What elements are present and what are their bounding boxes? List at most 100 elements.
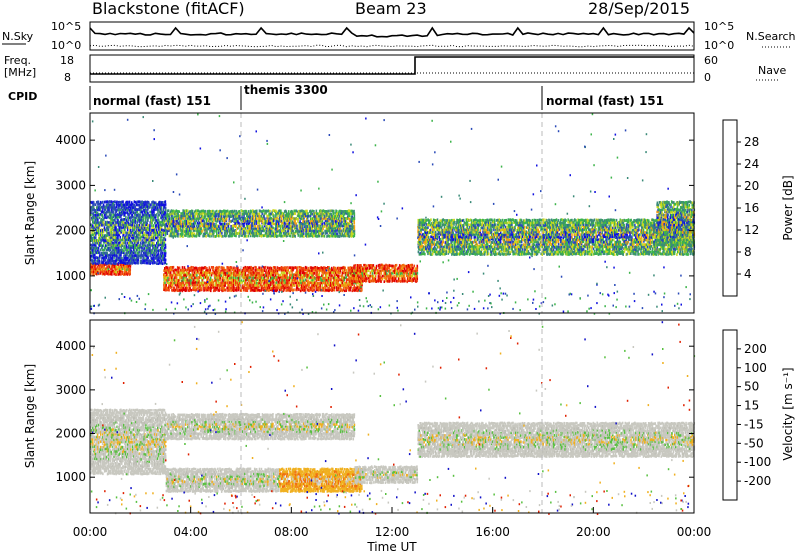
power-cell (204, 210, 206, 213)
power-cell (165, 284, 167, 287)
power-cell (151, 251, 153, 254)
power-cell (271, 267, 273, 270)
power-cell (255, 225, 257, 228)
power-cell (210, 269, 212, 272)
power-cell (91, 266, 93, 269)
power-cell (354, 284, 356, 287)
power-cell (151, 224, 153, 227)
power-cell (293, 288, 295, 291)
power-cell (297, 282, 299, 285)
power-cell (273, 223, 275, 226)
power-cell (98, 231, 100, 234)
nsky-label: N.Sky (2, 30, 34, 43)
power-cell (276, 217, 278, 220)
power-cell (214, 210, 216, 213)
power-cell (321, 223, 323, 226)
power-cell (226, 227, 228, 230)
power-cell (158, 252, 160, 255)
power-cell (257, 235, 259, 238)
power-cell (205, 266, 207, 269)
power-cell (324, 235, 326, 238)
power-cell (159, 234, 161, 237)
power-cell (201, 230, 203, 233)
power-cell (252, 225, 254, 228)
power-cell (146, 239, 148, 242)
power-cell (296, 225, 298, 228)
power-cell (338, 279, 340, 282)
power-cell (259, 222, 261, 225)
power-cell (211, 217, 213, 220)
power-cell (125, 216, 127, 219)
power-cell (186, 283, 188, 286)
power-cell (294, 284, 296, 287)
power-cell (124, 244, 126, 247)
power-cell (222, 235, 224, 238)
power-cell (241, 289, 243, 292)
power-cell (177, 233, 179, 236)
power-cell (210, 289, 212, 292)
power-cell (209, 274, 211, 277)
power-cell (329, 274, 331, 277)
power-cell (226, 218, 228, 221)
nave-tick-min: 0 (704, 71, 711, 84)
power-cell (297, 279, 299, 282)
power-cell (297, 218, 299, 221)
power-cell (165, 238, 167, 241)
power-cell (211, 266, 213, 269)
power-cell (161, 207, 163, 210)
power-cell (201, 287, 203, 290)
power-cell (167, 267, 169, 270)
power-cell (191, 266, 193, 269)
power-cell (236, 289, 238, 292)
power-cell (194, 279, 196, 282)
power-cell (213, 284, 215, 287)
power-cell (171, 269, 173, 272)
power-cell (97, 218, 99, 221)
nsky-scale-min: 10^0 (51, 39, 81, 52)
power-cell (216, 210, 218, 213)
power-cell (119, 229, 121, 232)
power-cell (156, 229, 158, 232)
power-cell (93, 214, 95, 217)
power-cell (286, 266, 288, 269)
power-cell (116, 255, 118, 258)
power-cell (196, 235, 198, 238)
power-cell (183, 282, 185, 285)
power-cell (342, 274, 344, 277)
power-cell (266, 225, 268, 228)
power-cell (125, 242, 127, 245)
power-cell (248, 210, 250, 213)
power-cell (139, 244, 141, 247)
power-cell (95, 236, 97, 239)
power-cell (111, 273, 113, 276)
power-cell (334, 286, 336, 289)
date-title: 28/Sep/2015 (588, 0, 690, 18)
power-cell (295, 279, 297, 282)
power-cell (308, 267, 310, 270)
power-cell (234, 210, 236, 213)
power-cell (247, 289, 249, 292)
power-cell (273, 214, 275, 217)
power-cell (98, 201, 100, 204)
power-cell (218, 289, 220, 292)
power-cell (290, 235, 292, 238)
power-cell (165, 246, 167, 249)
power-cell (218, 266, 220, 269)
power-band-2 (163, 266, 363, 292)
cpid-row: CPID normal (fast) 151 themis 3300 norma… (8, 83, 664, 110)
power-cell (172, 227, 174, 230)
power-cell (260, 283, 262, 286)
power-cell (187, 235, 189, 238)
power-cell (194, 276, 196, 279)
power-cell (176, 269, 178, 272)
power-cell (153, 224, 155, 227)
power-cell (159, 260, 161, 263)
power-cell (147, 219, 149, 222)
power-cell (108, 228, 110, 231)
power-cell (118, 262, 120, 265)
power-cell (138, 248, 140, 251)
power-cell (271, 225, 273, 228)
power-cell (138, 259, 140, 262)
power-cell (165, 250, 167, 253)
power-cell (147, 256, 149, 259)
